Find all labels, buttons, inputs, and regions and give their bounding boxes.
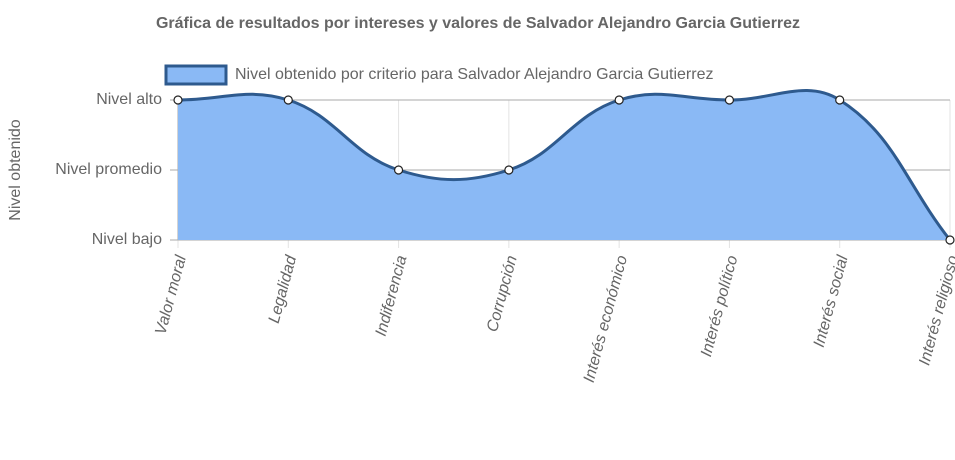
point: [614, 95, 624, 105]
point: [504, 165, 514, 175]
area-fill: [178, 90, 950, 240]
y-tick-label: Nivel promedio: [55, 161, 162, 178]
y-tick-label: Nivel bajo: [92, 231, 162, 248]
point: [835, 95, 845, 105]
x-tick-label: Indiferencia: [373, 254, 411, 338]
point: [945, 235, 955, 245]
y-tick-label: Nivel alto: [96, 91, 162, 108]
x-tick-label: Corrupción: [484, 254, 521, 334]
x-tick-label: Interés económico: [581, 254, 631, 385]
point: [173, 95, 183, 105]
point: [724, 95, 735, 105]
legend-label: Nivel obtenido por criterio para Salvado…: [235, 66, 713, 83]
legend-swatch: [164, 64, 228, 86]
chart-title: Gráfica de resultados por intereses y va…: [156, 15, 800, 32]
point: [283, 95, 293, 105]
y-axis-title: Nivel obtenido: [7, 119, 24, 221]
x-tick-label: Valor moral: [152, 253, 190, 336]
point: [393, 165, 404, 175]
x-tick-label: Interés social: [811, 253, 852, 349]
x-tick-label: Interés religioso: [916, 254, 955, 368]
x-tick-label: Interés político: [698, 254, 741, 359]
x-tick-label: Legalidad: [266, 253, 301, 326]
